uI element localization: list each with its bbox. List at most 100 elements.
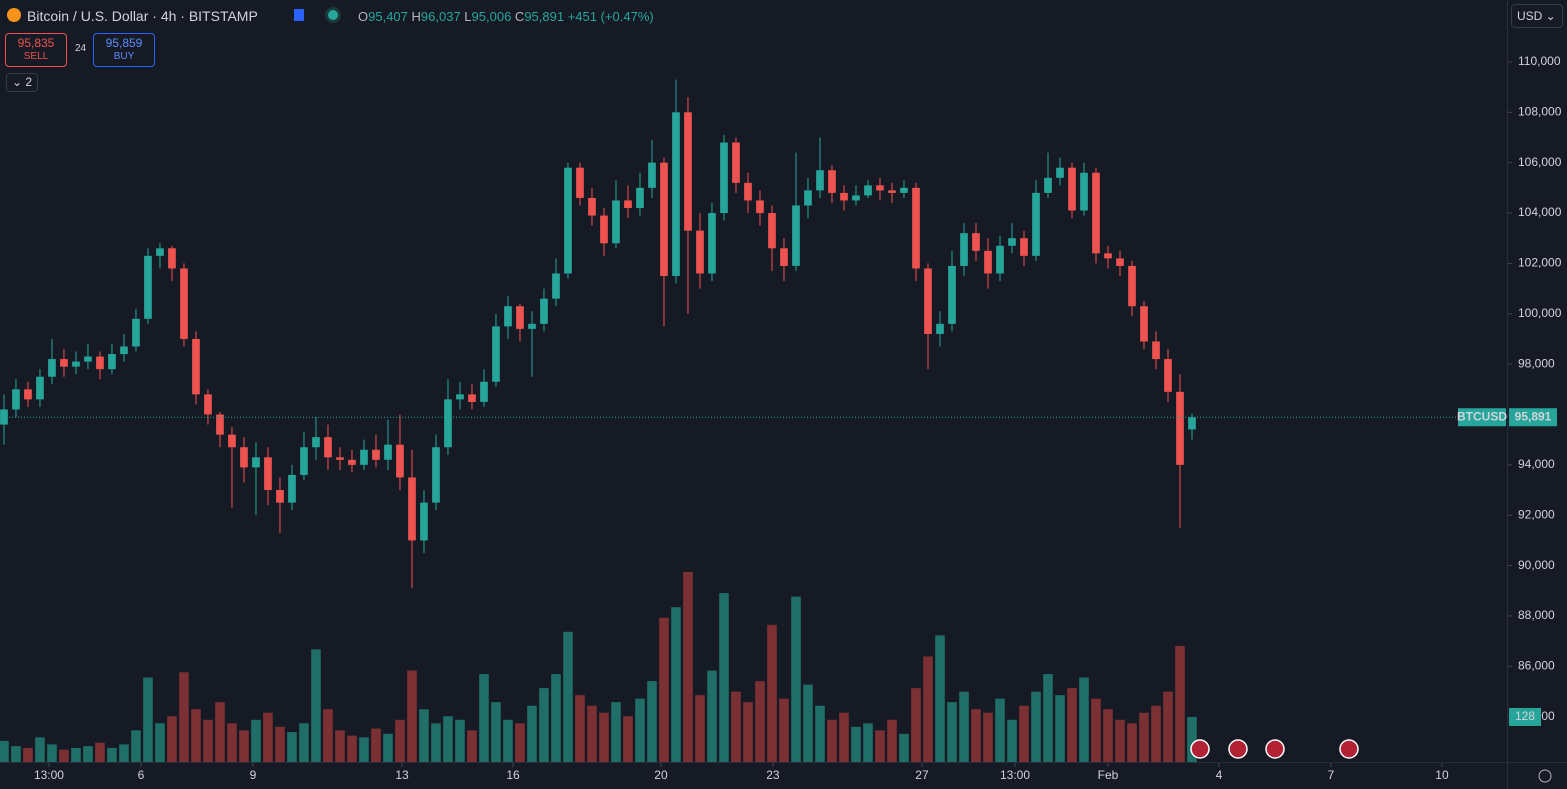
volume-bar [335, 730, 345, 762]
volume-bar [1091, 698, 1101, 762]
volume-bar [875, 730, 885, 762]
volume-bar [779, 698, 789, 762]
volume-bar [383, 733, 393, 762]
buy-label: BUY [113, 51, 135, 62]
settings-icon[interactable] [1538, 769, 1552, 783]
volume-bar [239, 730, 249, 762]
candle-body [240, 447, 248, 468]
currency-select[interactable]: USD ⌄ [1511, 4, 1563, 28]
volume-bar [887, 719, 897, 762]
candle-body [648, 162, 656, 188]
volume-bar [647, 681, 657, 762]
volume-bar [1103, 709, 1113, 762]
status-dot [328, 10, 338, 20]
sell-label: SELL [23, 51, 49, 62]
candle-body [660, 162, 668, 276]
volume-bar [443, 716, 453, 762]
candle-body [456, 394, 464, 400]
buy-price: 95,859 [105, 36, 143, 50]
y-tick-label: 92,000 [1518, 507, 1555, 521]
candle-body [120, 346, 128, 355]
candle-body [252, 457, 260, 468]
candle-body [204, 394, 212, 415]
candle-body [60, 359, 68, 367]
candle-body [1080, 172, 1088, 211]
volume-bar [1175, 645, 1185, 762]
candle-body [396, 444, 404, 478]
candle-body [792, 205, 800, 266]
candle-body [900, 187, 908, 193]
flag-icon[interactable] [294, 9, 304, 21]
y-tick-label: 110,000 [1518, 54, 1561, 68]
candle-body [156, 248, 164, 256]
candle-body [1104, 253, 1112, 259]
volume-bar [467, 730, 477, 762]
volume-bar [563, 631, 573, 762]
candle-body [828, 170, 836, 193]
candle-body [708, 213, 716, 274]
candle-body [1128, 265, 1136, 307]
candle-body [324, 437, 332, 458]
candle-body [468, 394, 476, 402]
candle-body [612, 200, 620, 244]
volume-bar [215, 702, 225, 762]
candle-body [216, 414, 224, 435]
symbol-title[interactable]: Bitcoin / U.S. Dollar · 4h · BITSTAMP [27, 8, 258, 24]
candle-body [300, 447, 308, 475]
volume-bar [143, 677, 153, 762]
candle-body [480, 381, 488, 402]
candle-body [936, 323, 944, 334]
volume-bar [107, 747, 117, 762]
value: 95,006 [471, 9, 512, 24]
symbol-tag [1458, 408, 1506, 427]
candle-body [180, 268, 188, 339]
volume-bar [683, 572, 693, 762]
indicators-toggle[interactable]: ⌄ 2 [6, 73, 38, 92]
x-tick-label: 16 [506, 768, 520, 782]
candle-body [576, 167, 584, 198]
candle-body [36, 376, 44, 400]
candle-body [432, 447, 440, 503]
candle-body [1188, 417, 1196, 430]
ohlc-legend: O95,407 H96,037 L95,006 C95,891 +451 (+0… [358, 9, 654, 24]
candle-body [1176, 391, 1184, 465]
candle-body [768, 213, 776, 249]
candle-body [108, 354, 116, 370]
value: 95,407 [368, 9, 408, 24]
volume-bar [551, 674, 561, 762]
volume-bar [299, 723, 309, 762]
label: H [411, 9, 421, 24]
volume-bar [1187, 716, 1197, 762]
y-tick-label: 102,000 [1518, 256, 1562, 270]
candle-body [1140, 306, 1148, 342]
candle-body [48, 359, 56, 377]
y-tick-label: 108,000 [1518, 104, 1562, 118]
volume-bar [359, 737, 369, 762]
volume-bar [731, 691, 741, 762]
candle-body [1152, 341, 1160, 360]
candle-body [504, 306, 512, 327]
x-tick-label: 13:00 [34, 768, 64, 782]
y-tick-label: 100,000 [1518, 306, 1562, 320]
y-tick-label: 94,000 [1518, 457, 1555, 471]
volume-bar [755, 681, 765, 762]
volume-bar [839, 712, 849, 762]
candle-body [192, 338, 200, 395]
buy-button[interactable]: 95,859 BUY [93, 33, 155, 67]
volume-bar [131, 730, 141, 762]
volume-bar [47, 744, 57, 762]
candle-body [1008, 238, 1016, 246]
volume-bar [707, 670, 717, 762]
volume-bar [935, 635, 945, 762]
volume-bar [23, 747, 33, 762]
x-tick-label: 10 [1435, 768, 1449, 782]
volume-bar [611, 702, 621, 762]
candle-body [840, 192, 848, 201]
sell-button[interactable]: 95,835 SELL [5, 33, 67, 67]
volume-bar [743, 702, 753, 762]
candle-body [552, 273, 560, 299]
candle-body [876, 185, 884, 191]
volume-bar [227, 723, 237, 762]
candle-body [756, 200, 764, 214]
